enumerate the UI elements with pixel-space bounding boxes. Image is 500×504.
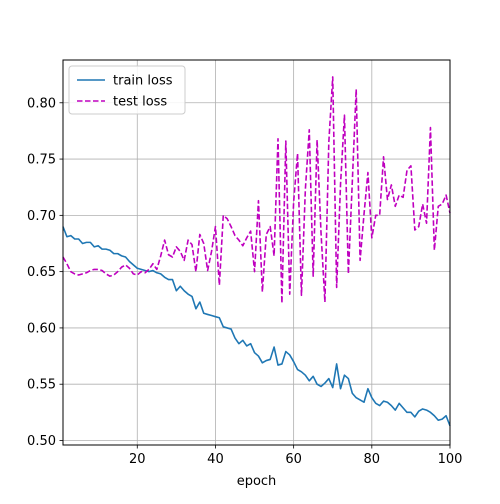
legend: train loss test loss	[68, 65, 186, 115]
x-tick-label: 40	[207, 452, 224, 467]
legend-label-2: test loss	[113, 95, 167, 110]
x-tick-label: 60	[285, 452, 302, 467]
y-tick-label: 0.80	[27, 96, 56, 111]
grid	[63, 60, 451, 445]
x-axis-label: epoch	[237, 474, 277, 489]
y-tick-label: 0.70	[27, 209, 56, 224]
plot-frame	[62, 59, 451, 446]
series-line-1	[62, 226, 451, 427]
x-tick-label: 100	[438, 452, 463, 467]
y-tick-label: 0.55	[27, 378, 56, 393]
legend-label-1: train loss	[113, 74, 173, 89]
y-tick-label: 0.60	[27, 321, 56, 336]
y-tick-label: 0.75	[27, 153, 56, 168]
legend-box	[68, 65, 186, 115]
y-tick-label: 0.65	[27, 265, 56, 280]
x-tick-label: 80	[364, 452, 381, 467]
axis-ticks: 20 40 60 80 100 0.50 0.55 0.60 0.65 0.70 0.75 0.80	[27, 96, 462, 467]
x-tick-label: 20	[129, 452, 146, 467]
y-tick-label: 0.50	[27, 434, 56, 449]
series-line-2	[62, 76, 451, 304]
series-lines	[62, 76, 451, 427]
